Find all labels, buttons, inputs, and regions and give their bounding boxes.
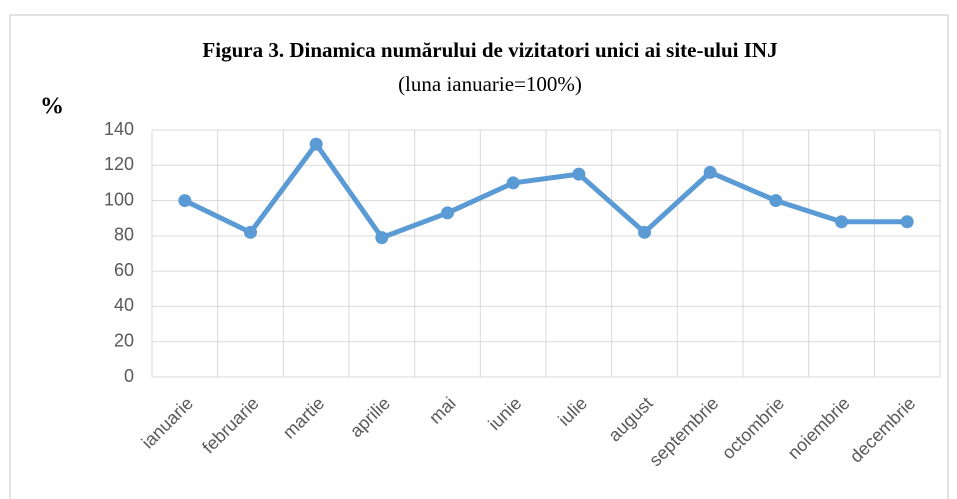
data-point (309, 137, 323, 151)
data-point (572, 167, 586, 181)
data-point (244, 225, 257, 239)
data-point (375, 231, 389, 245)
data-point (835, 215, 848, 229)
y-axis-label: % (40, 94, 64, 120)
data-point (178, 194, 192, 208)
y-tick-label: 140 (104, 119, 134, 139)
y-tick-label: 60 (114, 260, 134, 280)
y-tick-label: 100 (104, 189, 134, 209)
data-point (638, 225, 651, 239)
chart-subtitle: (luna ianuarie=100%) (398, 72, 582, 96)
chart-frame (9, 14, 949, 499)
y-tick-label: 40 (114, 295, 134, 315)
series-line (183, 141, 908, 241)
y-tick-label: 80 (114, 225, 134, 245)
data-point (441, 206, 454, 220)
data-point (506, 176, 520, 190)
y-tick-label: 20 (114, 330, 134, 350)
chart-title: Figura 3. Dinamica numărului de vizitato… (202, 38, 777, 62)
data-point (900, 215, 914, 229)
y-tick-label: 120 (104, 154, 134, 174)
y-tick-label: 0 (124, 366, 134, 386)
data-point (769, 194, 783, 208)
data-point (703, 165, 717, 179)
